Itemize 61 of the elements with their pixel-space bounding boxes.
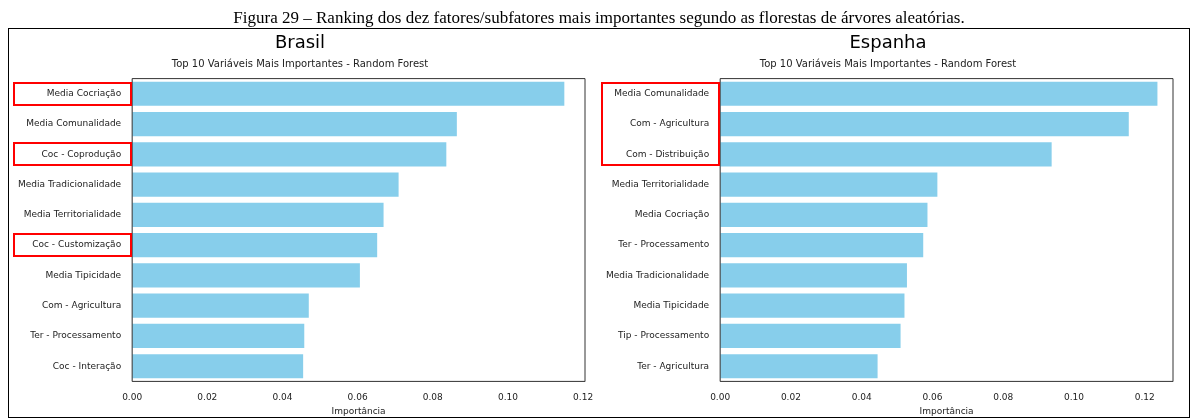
x-tick-label: 0.08 [993, 392, 1014, 403]
bar [720, 142, 1052, 167]
y-tick-label: Media Tipicidade [45, 269, 122, 280]
bar [720, 172, 938, 197]
x-tick-label: 0.02 [780, 392, 801, 403]
y-tick-label: Media Tipicidade [633, 300, 710, 311]
x-tick-label: 0.10 [497, 392, 519, 403]
x-tick-label: 0.04 [851, 392, 872, 403]
text: Figura 29 – Ranking dos dez fatores/subfatores mais importantes segundo as florestas de árvores aleatórias. [232, 8, 966, 28]
x-tick-label: 0.06 [922, 392, 943, 403]
bar [720, 233, 924, 258]
y-tick-label: Media Territorialidade [23, 209, 122, 220]
bar [132, 263, 360, 288]
x-tick-label: 0.00 [122, 392, 143, 403]
bar [720, 323, 901, 349]
y-tick-label: Ter - Agricultura [636, 360, 710, 371]
y-tick-label: Com - Distribuição [625, 148, 710, 159]
chart-subtitle: Top 10 Variáveis Mais Importantes - Random Forest [758, 58, 1017, 70]
y-tick-label: Ter - Processamento [29, 330, 122, 341]
y-tick-label: Ter - Processamento [617, 239, 710, 250]
bar [720, 354, 878, 379]
x-tick-label: 0.00 [710, 392, 731, 403]
y-tick-label: Media Cocriação [46, 88, 122, 99]
bar [132, 233, 378, 258]
chart-title: Brasil [274, 31, 326, 53]
x-axis-title: Importância [919, 405, 974, 416]
bar [132, 202, 384, 227]
y-tick-label: Com - Agricultura [41, 300, 122, 311]
y-tick-label: Media Territorialidade [611, 178, 710, 189]
x-tick-label: 0.08 [422, 392, 444, 403]
y-tick-label: Tip - Processamento [617, 330, 710, 341]
bar [132, 111, 457, 137]
bar [720, 81, 1158, 106]
y-tick-label: Media Comunalidade [26, 118, 122, 129]
chart-subtitle: Top 10 Variáveis Mais Importantes - Random Forest [170, 58, 429, 70]
bar [132, 293, 309, 318]
y-tick-label: Media Tradicionalidade [605, 269, 710, 280]
y-tick-label: Coc - Customização [32, 239, 122, 250]
y-tick-label: Media Tradicionalidade [17, 178, 122, 189]
x-tick-label: 0.12 [573, 392, 594, 403]
y-tick-label: Media Comunalidade [614, 88, 710, 99]
x-tick-label: 0.10 [1063, 392, 1085, 403]
bar [720, 202, 928, 227]
x-tick-label: 0.02 [197, 392, 218, 403]
bar [132, 323, 305, 349]
bar [132, 354, 304, 379]
y-tick-label: Media Cocriação [634, 209, 710, 220]
y-tick-label: Coc - Coprodução [41, 148, 122, 159]
x-tick-label: 0.04 [272, 392, 293, 403]
bar [132, 81, 565, 106]
bar [720, 111, 1129, 137]
bar [132, 142, 447, 167]
y-tick-label: Coc - Interação [52, 360, 122, 371]
y-tick-label: Com - Agricultura [629, 118, 710, 129]
x-tick-label: 0.12 [1134, 392, 1155, 403]
bar [132, 172, 399, 197]
x-tick-label: 0.06 [347, 392, 368, 403]
chart-title: Espanha [849, 31, 927, 53]
x-axis-title: Importância [331, 405, 386, 416]
bar [720, 293, 905, 318]
bar [720, 263, 907, 288]
